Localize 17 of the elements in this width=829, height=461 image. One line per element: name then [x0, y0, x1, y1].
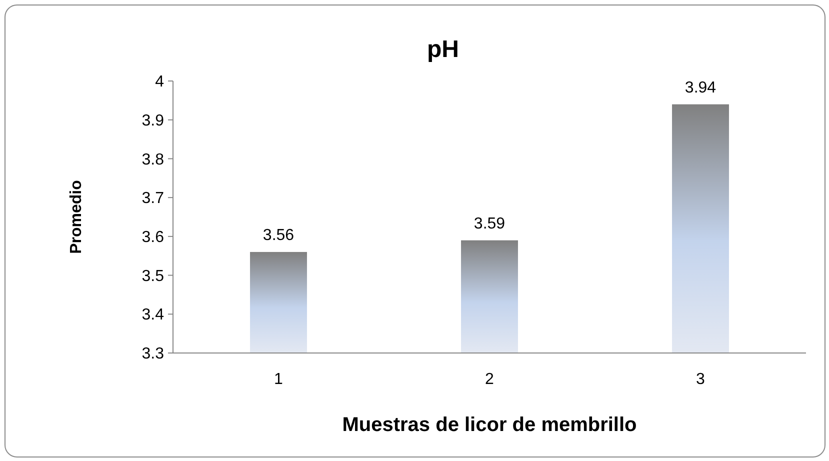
- y-axis-title: Promedio: [68, 180, 85, 254]
- y-tick-label: 3.5: [142, 268, 164, 285]
- chart-title: pH: [427, 36, 459, 63]
- y-tick-label: 4: [155, 74, 164, 91]
- x-tick-label: 2: [485, 371, 494, 388]
- y-tick-label: 3.6: [142, 229, 164, 246]
- data-label: 3.56: [262, 226, 294, 244]
- data-label: 3.94: [684, 79, 716, 96]
- data-label: 3.59: [474, 215, 506, 232]
- y-tick-label: 3.7: [142, 190, 164, 208]
- y-tick-label: 3.3: [142, 346, 164, 363]
- x-tick-label: 3: [696, 371, 706, 388]
- x-axis-title: Muestras de licor de membrillo: [342, 414, 637, 436]
- x-tick-label: 1: [274, 371, 284, 388]
- y-tick-label: 3.8: [142, 151, 164, 168]
- y-tick-label: 3.4: [142, 306, 164, 324]
- y-tick-label: 3.9: [142, 112, 164, 130]
